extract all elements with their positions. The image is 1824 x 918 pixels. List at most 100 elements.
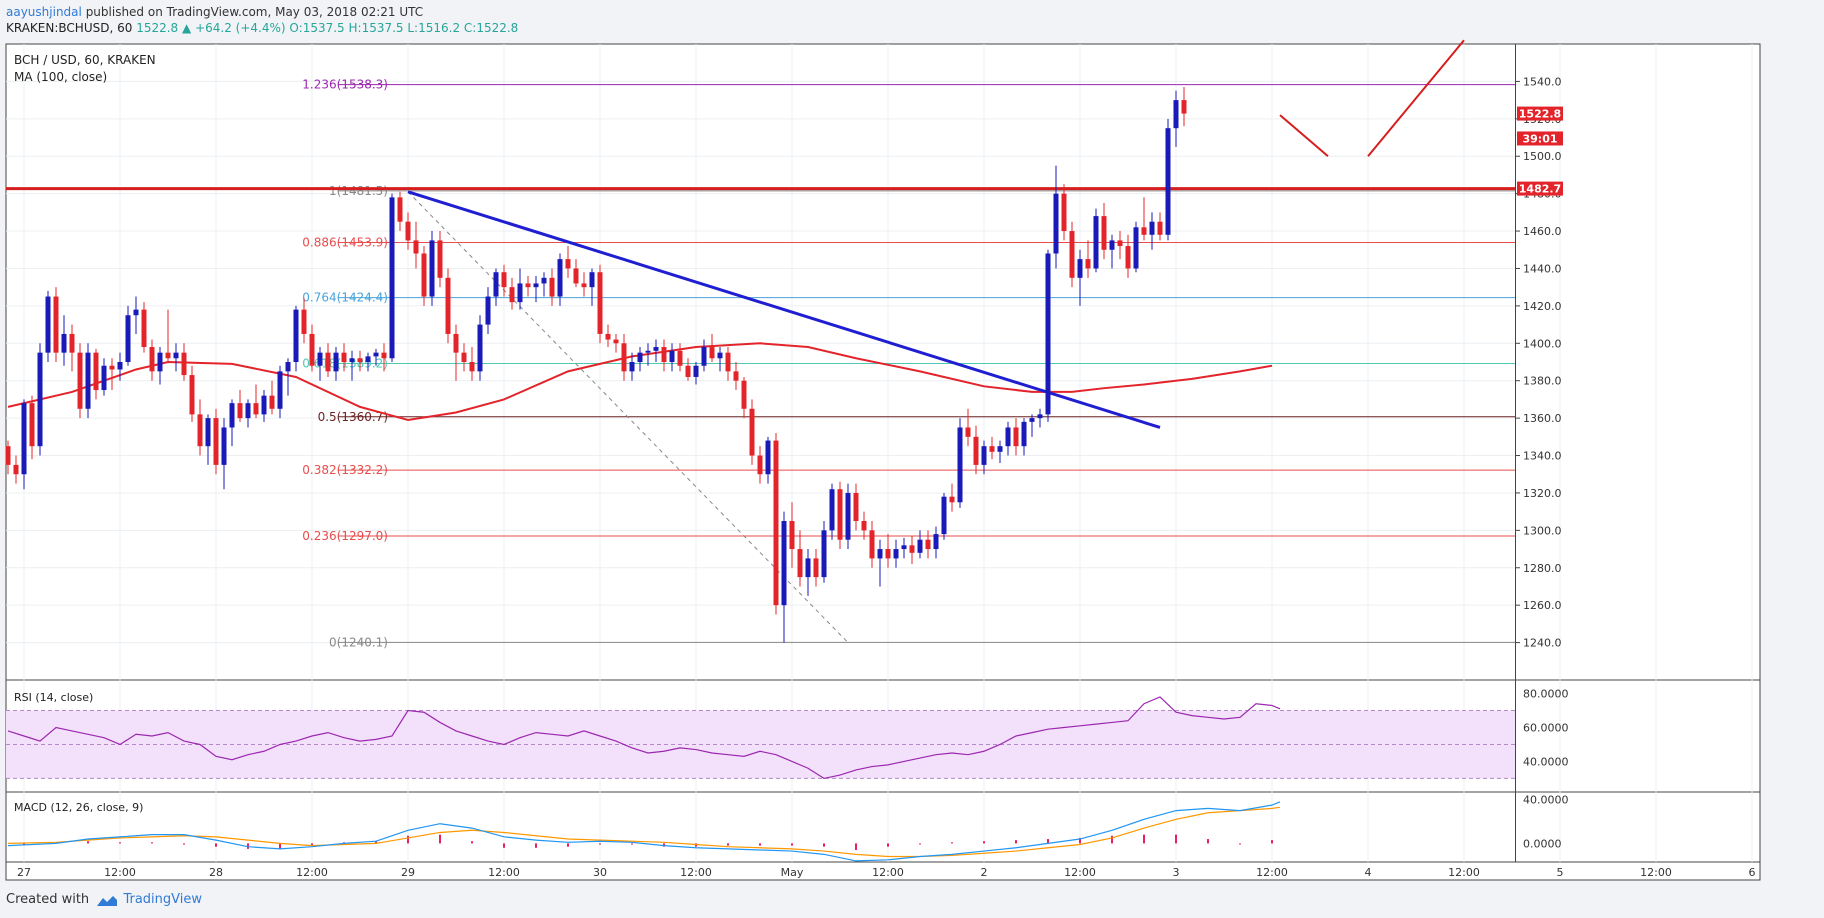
candle-up — [765, 440, 771, 475]
price-tag-label: 1482.7 — [1519, 183, 1561, 196]
candle-down — [909, 545, 915, 553]
candle-up — [805, 558, 811, 578]
author-link[interactable]: aayushjindal — [6, 5, 82, 19]
candle-up — [917, 539, 923, 553]
candle-up — [261, 395, 267, 415]
y-tick-label: 1460.0 — [1523, 225, 1562, 238]
macd-histogram-bar — [407, 835, 409, 844]
candle-up — [125, 315, 131, 362]
rsi-line — [7, 696, 1281, 780]
candle-up — [245, 403, 251, 419]
candle-down — [837, 489, 843, 540]
candle-down — [757, 455, 763, 475]
candle-up — [1149, 221, 1155, 235]
candle-down — [1125, 246, 1131, 269]
macd-histogram-bar — [983, 841, 985, 844]
price-change: +64.2 (+4.4%) — [195, 21, 286, 35]
candle-up — [1093, 216, 1099, 269]
fib-label: 0.236(1297.0) — [302, 529, 388, 543]
candle-down — [5, 446, 11, 465]
candle-up — [901, 545, 907, 550]
macd-histogram-bar — [567, 843, 569, 847]
rsi-tick-label: 60.0000 — [1523, 722, 1569, 735]
candle-down — [189, 375, 195, 415]
candle-up — [333, 352, 339, 372]
macd-signal-line — [7, 806, 1281, 858]
candle-up — [981, 446, 987, 465]
fib-label: 0.382(1332.2) — [302, 463, 388, 477]
candle-down — [709, 347, 715, 359]
macd-histogram-bar — [1175, 834, 1177, 844]
x-tick-label: 12:00 — [872, 866, 904, 879]
candle-down — [861, 521, 867, 531]
macd-histogram-bar — [631, 843, 633, 845]
last-price: 1522.8 — [136, 21, 179, 35]
macd-histogram-bar — [183, 843, 185, 845]
candle-down — [13, 464, 19, 475]
candle-up — [205, 418, 211, 447]
candle-down — [325, 352, 331, 372]
bearish-trendline — [407, 190, 1161, 429]
y-tick-label: 1260.0 — [1523, 599, 1562, 612]
candle-down — [869, 530, 875, 559]
candle-down — [413, 240, 419, 254]
symbol-label: KRAKEN:BCHUSD, 60 — [6, 21, 133, 35]
tradingview-brand[interactable]: TradingView — [123, 892, 202, 907]
candle-down — [109, 365, 115, 370]
macd-histogram-bar — [759, 843, 761, 846]
macd-histogram-bar — [855, 843, 857, 850]
macd-histogram-bar — [1015, 840, 1017, 844]
candle-down — [573, 268, 579, 284]
macd-histogram-bar — [599, 843, 601, 845]
x-tick-label: 4 — [1365, 866, 1372, 879]
candle-down — [989, 446, 995, 452]
macd-label: MACD (12, 26, close, 9) — [14, 801, 143, 814]
rsi-tick-label: 80.0000 — [1523, 688, 1569, 701]
ohlc-values: O:1537.5 H:1537.5 L:1516.2 C:1522.8 — [289, 21, 519, 35]
candle-up — [669, 350, 675, 362]
y-tick-label: 1400.0 — [1523, 337, 1562, 350]
candle-up — [781, 521, 787, 606]
ma-100-line — [7, 342, 1273, 422]
y-tick-label: 1540.0 — [1523, 75, 1562, 88]
x-tick-label: 27 — [17, 866, 31, 879]
candle-down — [1157, 221, 1163, 235]
x-tick-label: 12:00 — [104, 866, 136, 879]
candle-up — [45, 296, 51, 353]
candle-up — [117, 362, 123, 370]
candle-up — [85, 352, 91, 409]
candle-down — [149, 347, 155, 372]
candle-down — [1069, 231, 1075, 278]
candle-down — [1141, 227, 1147, 235]
candle-down — [341, 352, 347, 362]
candle-down — [597, 272, 603, 334]
created-with-label: Created with — [6, 892, 90, 907]
y-tick-label: 1240.0 — [1523, 637, 1562, 650]
chart-title: BCH / USD, 60, KRAKEN — [14, 53, 156, 67]
projection-line — [1279, 114, 1329, 157]
candle-down — [93, 352, 99, 391]
candle-up — [997, 446, 1003, 452]
candle-up — [477, 324, 483, 372]
candle-up — [629, 362, 635, 372]
rsi-band-fill — [6, 710, 1515, 779]
macd-histogram-bar — [311, 843, 313, 846]
candle-up — [493, 272, 499, 297]
candle-down — [813, 558, 819, 578]
candle-down — [925, 539, 931, 550]
candle-up — [693, 365, 699, 377]
candle-down — [269, 395, 275, 409]
macd-histogram-bar — [1143, 834, 1145, 844]
candle-down — [741, 380, 747, 409]
candle-down — [613, 339, 619, 344]
macd-histogram-bar — [215, 843, 217, 847]
macd-histogram-bar — [87, 841, 89, 844]
candle-up — [21, 403, 27, 475]
macd-histogram-bar — [23, 843, 25, 845]
y-tick-label: 1440.0 — [1523, 262, 1562, 275]
candle-down — [581, 283, 587, 288]
candle-down — [773, 440, 779, 606]
macd-histogram-bar — [823, 843, 825, 847]
candle-up — [637, 352, 643, 362]
